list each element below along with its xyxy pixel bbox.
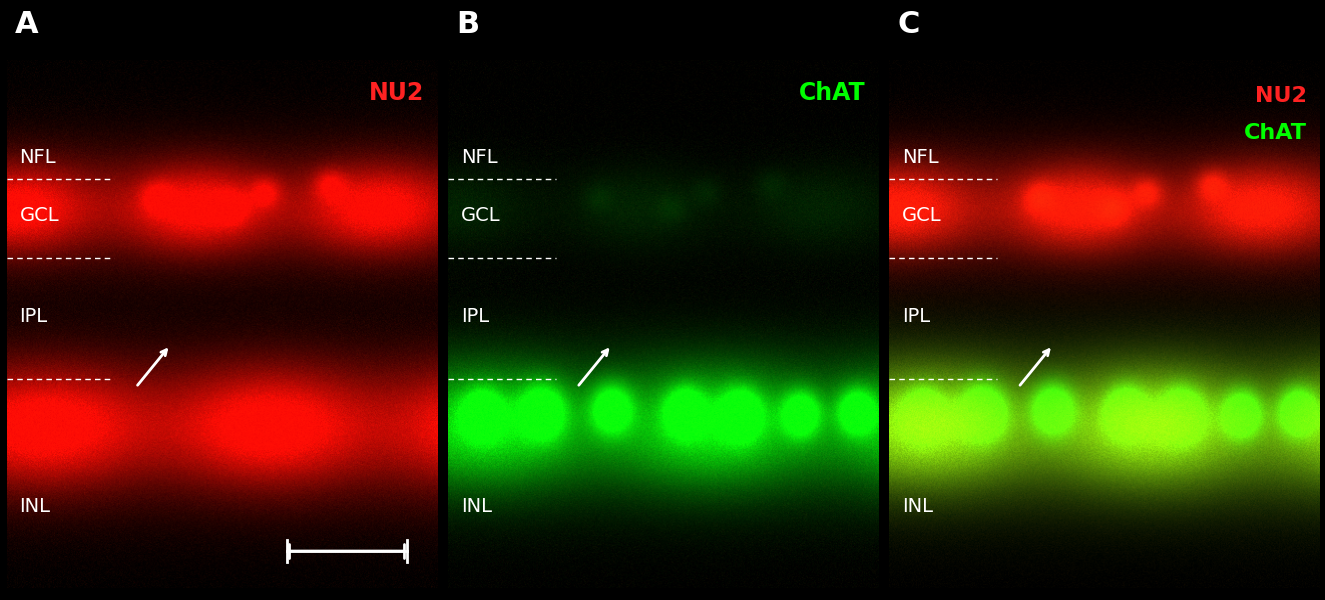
Text: ChAT: ChAT — [799, 81, 865, 105]
Text: GCL: GCL — [902, 206, 942, 225]
Text: NFL: NFL — [461, 148, 497, 167]
Text: INL: INL — [902, 497, 933, 515]
Text: C: C — [898, 10, 920, 39]
Text: NU2: NU2 — [1255, 86, 1306, 106]
Text: A: A — [16, 10, 38, 39]
Text: GCL: GCL — [20, 206, 60, 225]
Text: NFL: NFL — [20, 148, 56, 167]
Text: IPL: IPL — [461, 307, 489, 326]
Text: INL: INL — [461, 497, 492, 515]
Text: ChAT: ChAT — [1244, 124, 1306, 143]
Text: NFL: NFL — [902, 148, 938, 167]
Text: IPL: IPL — [20, 307, 48, 326]
Text: NU2: NU2 — [370, 81, 424, 105]
Text: IPL: IPL — [902, 307, 930, 326]
Text: GCL: GCL — [461, 206, 501, 225]
Text: INL: INL — [20, 497, 50, 515]
Text: B: B — [456, 10, 480, 39]
